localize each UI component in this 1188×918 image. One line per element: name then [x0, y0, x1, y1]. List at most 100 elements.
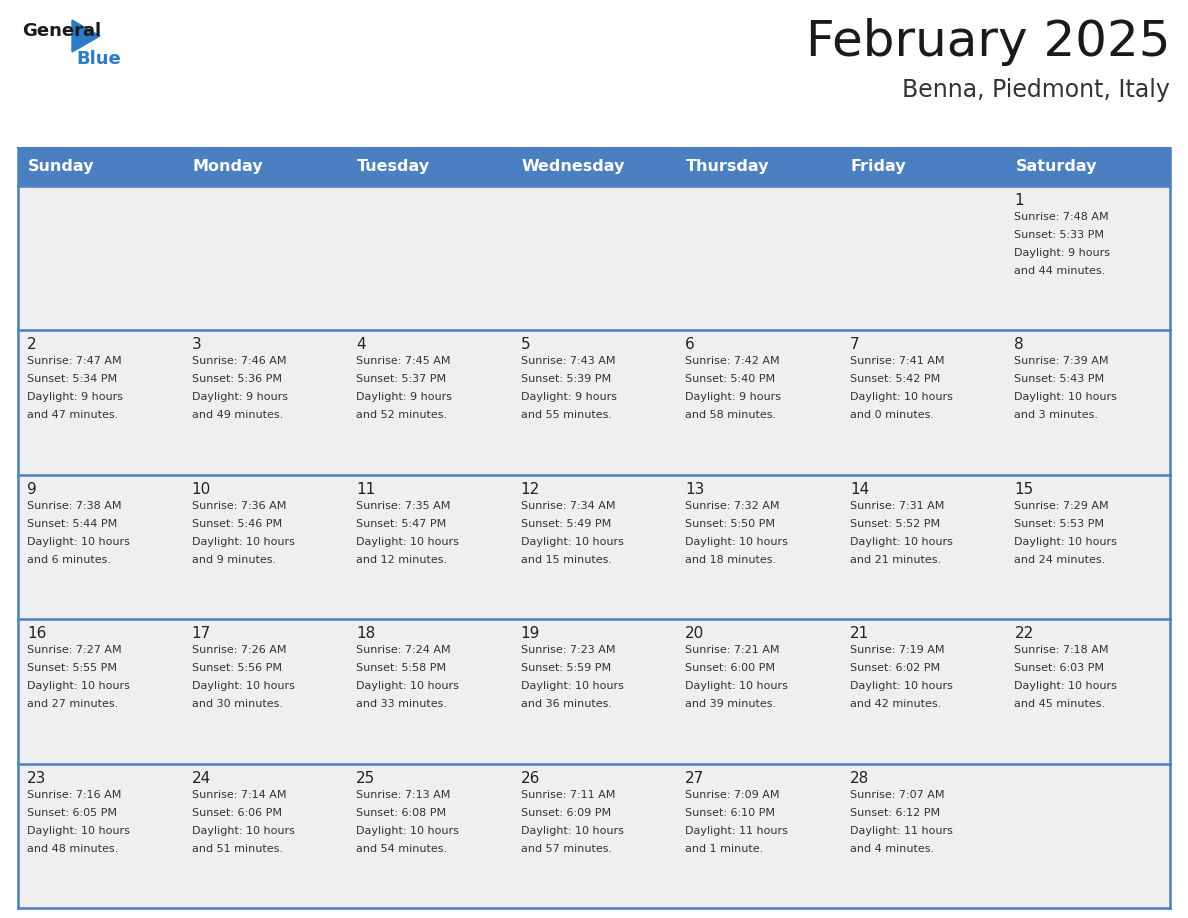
Text: Sunset: 5:52 PM: Sunset: 5:52 PM — [849, 519, 940, 529]
Text: and 3 minutes.: and 3 minutes. — [1015, 410, 1099, 420]
Text: Sunset: 5:47 PM: Sunset: 5:47 PM — [356, 519, 447, 529]
Text: Sunset: 6:08 PM: Sunset: 6:08 PM — [356, 808, 447, 818]
Text: 2: 2 — [27, 338, 37, 353]
Text: 28: 28 — [849, 770, 870, 786]
Text: and 6 minutes.: and 6 minutes. — [27, 554, 110, 565]
Text: Sunrise: 7:21 AM: Sunrise: 7:21 AM — [685, 645, 779, 655]
Text: Daylight: 11 hours: Daylight: 11 hours — [685, 825, 788, 835]
Text: 3: 3 — [191, 338, 201, 353]
Text: and 45 minutes.: and 45 minutes. — [1015, 700, 1106, 710]
Text: 20: 20 — [685, 626, 704, 641]
Text: Daylight: 10 hours: Daylight: 10 hours — [1015, 392, 1117, 402]
Text: Sunday: Sunday — [29, 160, 95, 174]
Text: Daylight: 10 hours: Daylight: 10 hours — [520, 537, 624, 547]
Text: Sunrise: 7:29 AM: Sunrise: 7:29 AM — [1015, 501, 1110, 510]
Text: Blue: Blue — [76, 50, 121, 68]
Text: and 33 minutes.: and 33 minutes. — [356, 700, 447, 710]
Text: 5: 5 — [520, 338, 530, 353]
Text: Sunrise: 7:36 AM: Sunrise: 7:36 AM — [191, 501, 286, 510]
Bar — [18, 620, 1170, 764]
Text: Sunset: 5:49 PM: Sunset: 5:49 PM — [520, 519, 611, 529]
Text: 25: 25 — [356, 770, 375, 786]
Text: Sunset: 6:06 PM: Sunset: 6:06 PM — [191, 808, 282, 818]
Text: Sunset: 5:34 PM: Sunset: 5:34 PM — [27, 375, 118, 385]
Text: and 15 minutes.: and 15 minutes. — [520, 554, 612, 565]
Text: 19: 19 — [520, 626, 541, 641]
Text: Sunrise: 7:27 AM: Sunrise: 7:27 AM — [27, 645, 121, 655]
Text: 27: 27 — [685, 770, 704, 786]
Text: 16: 16 — [27, 626, 46, 641]
Bar — [18, 764, 1170, 908]
Text: and 42 minutes.: and 42 minutes. — [849, 700, 941, 710]
Text: 8: 8 — [1015, 338, 1024, 353]
Polygon shape — [72, 20, 100, 52]
Text: Daylight: 10 hours: Daylight: 10 hours — [191, 825, 295, 835]
Text: Sunset: 5:56 PM: Sunset: 5:56 PM — [191, 663, 282, 673]
Text: 1: 1 — [1015, 193, 1024, 208]
Text: Daylight: 9 hours: Daylight: 9 hours — [520, 392, 617, 402]
Text: Sunrise: 7:07 AM: Sunrise: 7:07 AM — [849, 789, 944, 800]
Text: February 2025: February 2025 — [805, 18, 1170, 66]
Text: and 21 minutes.: and 21 minutes. — [849, 554, 941, 565]
Text: and 52 minutes.: and 52 minutes. — [356, 410, 447, 420]
Text: 18: 18 — [356, 626, 375, 641]
Text: Sunset: 5:37 PM: Sunset: 5:37 PM — [356, 375, 447, 385]
Text: and 49 minutes.: and 49 minutes. — [191, 410, 283, 420]
Text: and 18 minutes.: and 18 minutes. — [685, 554, 777, 565]
Text: Daylight: 10 hours: Daylight: 10 hours — [27, 825, 129, 835]
Text: Daylight: 9 hours: Daylight: 9 hours — [27, 392, 124, 402]
Text: Benna, Piedmont, Italy: Benna, Piedmont, Italy — [902, 78, 1170, 102]
Text: Thursday: Thursday — [687, 160, 770, 174]
Text: Sunrise: 7:48 AM: Sunrise: 7:48 AM — [1015, 212, 1110, 222]
Text: and 30 minutes.: and 30 minutes. — [191, 700, 283, 710]
Text: Sunset: 6:00 PM: Sunset: 6:00 PM — [685, 663, 776, 673]
Text: and 9 minutes.: and 9 minutes. — [191, 554, 276, 565]
Text: 10: 10 — [191, 482, 210, 497]
Text: and 39 minutes.: and 39 minutes. — [685, 700, 777, 710]
Text: and 54 minutes.: and 54 minutes. — [356, 844, 447, 854]
Text: Sunrise: 7:42 AM: Sunrise: 7:42 AM — [685, 356, 779, 366]
Text: and 57 minutes.: and 57 minutes. — [520, 844, 612, 854]
Text: Sunrise: 7:32 AM: Sunrise: 7:32 AM — [685, 501, 779, 510]
Text: and 36 minutes.: and 36 minutes. — [520, 700, 612, 710]
Text: Wednesday: Wednesday — [522, 160, 625, 174]
Text: Sunset: 5:42 PM: Sunset: 5:42 PM — [849, 375, 940, 385]
Text: Sunrise: 7:19 AM: Sunrise: 7:19 AM — [849, 645, 944, 655]
Text: Sunset: 6:12 PM: Sunset: 6:12 PM — [849, 808, 940, 818]
Text: Sunset: 5:53 PM: Sunset: 5:53 PM — [1015, 519, 1105, 529]
Text: Sunset: 5:50 PM: Sunset: 5:50 PM — [685, 519, 776, 529]
Text: Sunrise: 7:16 AM: Sunrise: 7:16 AM — [27, 789, 121, 800]
Text: Daylight: 10 hours: Daylight: 10 hours — [27, 537, 129, 547]
Text: and 58 minutes.: and 58 minutes. — [685, 410, 777, 420]
Text: Sunset: 5:58 PM: Sunset: 5:58 PM — [356, 663, 447, 673]
Text: Sunset: 5:39 PM: Sunset: 5:39 PM — [520, 375, 611, 385]
Text: and 0 minutes.: and 0 minutes. — [849, 410, 934, 420]
Text: Daylight: 10 hours: Daylight: 10 hours — [1015, 681, 1117, 691]
Text: Daylight: 10 hours: Daylight: 10 hours — [356, 681, 459, 691]
Text: and 44 minutes.: and 44 minutes. — [1015, 266, 1106, 276]
Text: Sunrise: 7:09 AM: Sunrise: 7:09 AM — [685, 789, 779, 800]
Text: 26: 26 — [520, 770, 541, 786]
Text: 15: 15 — [1015, 482, 1034, 497]
Text: Daylight: 10 hours: Daylight: 10 hours — [520, 681, 624, 691]
Text: 14: 14 — [849, 482, 870, 497]
Text: Daylight: 9 hours: Daylight: 9 hours — [685, 392, 782, 402]
Text: Sunrise: 7:43 AM: Sunrise: 7:43 AM — [520, 356, 615, 366]
Text: 6: 6 — [685, 338, 695, 353]
Text: 22: 22 — [1015, 626, 1034, 641]
Text: Sunrise: 7:23 AM: Sunrise: 7:23 AM — [520, 645, 615, 655]
Bar — [18, 148, 1170, 186]
Text: and 27 minutes.: and 27 minutes. — [27, 700, 119, 710]
Text: Monday: Monday — [192, 160, 264, 174]
Text: Sunrise: 7:39 AM: Sunrise: 7:39 AM — [1015, 356, 1108, 366]
Text: Sunset: 5:44 PM: Sunset: 5:44 PM — [27, 519, 118, 529]
Text: General: General — [23, 22, 101, 40]
Text: Daylight: 9 hours: Daylight: 9 hours — [191, 392, 287, 402]
Text: Sunset: 6:10 PM: Sunset: 6:10 PM — [685, 808, 776, 818]
Text: and 1 minute.: and 1 minute. — [685, 844, 764, 854]
Text: Sunset: 5:36 PM: Sunset: 5:36 PM — [191, 375, 282, 385]
Text: Daylight: 10 hours: Daylight: 10 hours — [685, 537, 788, 547]
Text: Sunset: 6:05 PM: Sunset: 6:05 PM — [27, 808, 116, 818]
Text: and 55 minutes.: and 55 minutes. — [520, 410, 612, 420]
Bar — [18, 475, 1170, 620]
